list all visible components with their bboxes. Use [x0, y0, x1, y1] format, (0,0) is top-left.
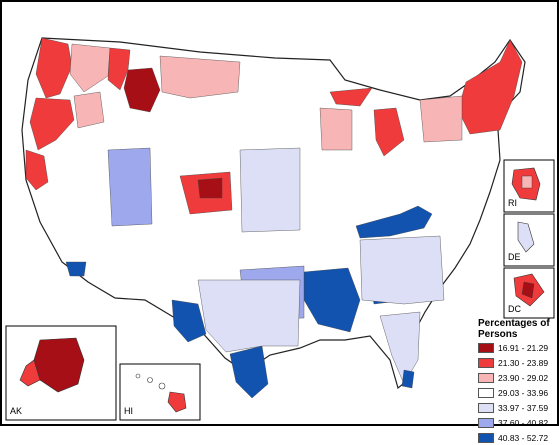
legend-row: 37.60 - 40.82 — [478, 416, 554, 430]
region-southeast-light — [359, 235, 445, 305]
region-pnw-red — [35, 37, 73, 99]
legend-label: 29.03 - 33.96 — [498, 388, 549, 398]
region-texas-light — [197, 279, 301, 353]
region-idaho-red — [107, 47, 131, 91]
legend-row: 23.90 - 29.02 — [478, 371, 554, 385]
region-new-england-red — [457, 39, 523, 135]
legend-swatch — [478, 373, 494, 383]
legend-title: Percentages of Persons — [478, 318, 550, 340]
legend-swatch — [478, 418, 494, 428]
inset-ak-outline — [19, 359, 41, 387]
region-oregon-red — [29, 97, 75, 151]
legend-row: 29.03 - 33.96 — [478, 386, 554, 400]
legend-label: 37.60 - 40.82 — [498, 418, 549, 428]
legend-row: 16.91 - 21.29 — [478, 341, 554, 355]
region-upper-michigan — [329, 87, 373, 107]
inset-dc-detail — [521, 281, 535, 299]
region-or-light — [73, 91, 105, 129]
inset-label-ri: RI — [508, 198, 517, 208]
region-utah-purple — [107, 147, 153, 227]
map-canvas — [5, 37, 555, 421]
legend-label: 33.97 - 37.59 — [498, 403, 549, 413]
inset-label-dc: DC — [508, 304, 521, 314]
region-socal-blue — [65, 261, 87, 277]
hi-big-island — [167, 391, 187, 413]
legend-swatch — [478, 433, 494, 443]
region-wisconsin-light — [319, 107, 353, 151]
legend-label: 21.30 - 23.89 — [498, 358, 549, 368]
inset-label-ak: AK — [10, 406, 23, 416]
legend-swatch — [478, 358, 494, 368]
region-wa-light — [69, 43, 111, 93]
legend-swatch — [478, 403, 494, 413]
region-south-texas-blue — [229, 345, 269, 399]
legend-row: 40.83 - 52.72 — [478, 431, 554, 445]
inset-de-shape — [517, 221, 535, 253]
region-west-texas-blue — [171, 299, 207, 343]
legend-swatch — [478, 388, 494, 398]
inset-label-de: DE — [508, 252, 521, 262]
inset-hi-box — [119, 363, 201, 421]
inset-ri-detail — [521, 175, 533, 189]
region-south-florida-blue — [401, 369, 415, 389]
legend-swatch — [478, 343, 494, 353]
region-colorado-dark — [197, 177, 223, 199]
region-california-red — [25, 149, 49, 191]
region-lower-michigan — [373, 107, 405, 157]
hi-island-3 — [158, 382, 166, 390]
region-ny-light — [419, 95, 463, 143]
legend-label: 16.91 - 21.29 — [498, 343, 549, 353]
legend-row: 21.30 - 23.89 — [478, 356, 554, 370]
region-appalachia-blue — [355, 205, 433, 239]
hi-island-2 — [147, 377, 153, 383]
hi-island-1 — [135, 373, 141, 379]
region-plains-light — [239, 147, 301, 233]
legend-row: 33.97 - 37.59 — [478, 401, 554, 415]
legend-label: 40.83 - 52.72 — [498, 433, 549, 443]
region-montana-light — [159, 55, 241, 99]
region-idaho-dark — [123, 67, 161, 113]
inset-label-hi: HI — [124, 406, 133, 416]
legend-label: 23.90 - 29.02 — [498, 373, 549, 383]
